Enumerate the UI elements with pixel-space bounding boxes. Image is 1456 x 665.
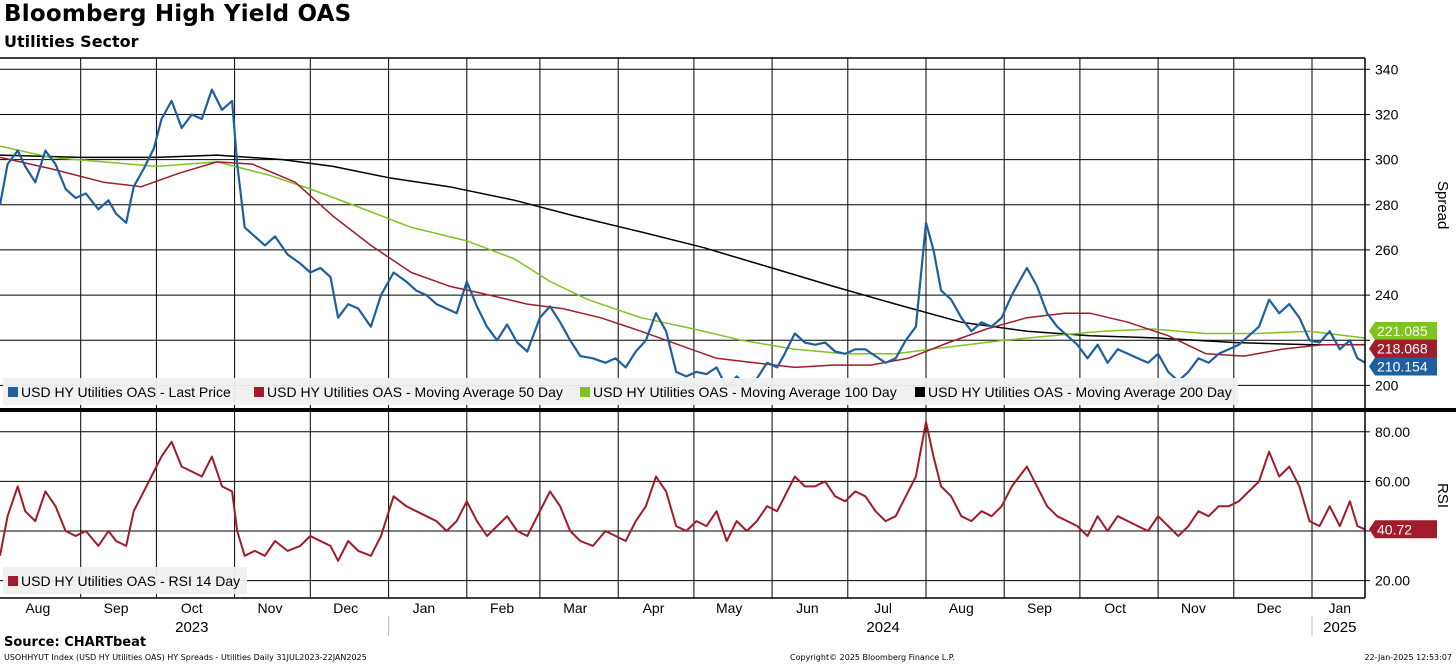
y-tick-label: 280 [1375,197,1399,213]
x-month-label: Dec [333,600,358,616]
x-axis: Aug Sep Oct Nov Dec Jan Feb Mar Apr May Jun Jul Aug S… [25,600,1356,636]
y-tick-label: 260 [1375,242,1399,258]
legend-swatch [580,387,590,397]
legend-label: USD HY Utilities OAS - Moving Average 20… [928,384,1232,400]
x-year-label: 2023 [175,619,208,636]
legend-swatch [8,576,18,586]
x-month-label: Aug [949,600,974,616]
last-price-label [1369,357,1437,376]
spread-legend: USD HY Utilities OAS - Last Price USD HY … [3,378,1238,405]
x-month-label: May [716,600,742,616]
y-tick-label: 320 [1375,107,1399,123]
source-note: Source: CHARTbeat [4,635,147,650]
legend-label: USD HY Utilities OAS - Moving Average 10… [593,384,897,400]
panel-divider [0,408,1456,412]
y-tick-label: 20.00 [1375,573,1410,589]
chart-subtitle: Utilities Sector [4,32,139,51]
ma50-last-label-text: 218.068 [1377,341,1428,357]
x-month-label: Mar [563,600,587,616]
x-month-label: Apr [643,600,665,616]
x-month-label: Nov [1181,600,1206,616]
legend-label: USD HY Utilities OAS - RSI 14 Day [21,573,240,589]
chart-frame [0,57,1456,599]
last-price-label-text: 210.154 [1377,358,1428,374]
footer-copyright: Copyright© 2025 Bloomberg Finance L.P. [790,653,955,662]
legend-box [3,378,1238,405]
legend-swatch [254,387,264,397]
x-month-label: Dec [1257,600,1282,616]
x-month-label: Jan [413,600,436,616]
footer-timestamp: 22-Jan-2025 12:53:07 [1364,653,1452,662]
rsi-panel-lines [0,420,1366,562]
x-month-label: Sep [104,600,129,616]
ma50-last-label [1369,339,1437,358]
x-month-label: Jun [796,600,819,616]
y-tick-label: 60.00 [1375,473,1410,489]
y-tick-label: 300 [1375,152,1399,168]
y-axis-title: RSI [1434,483,1451,508]
x-month-label: Sep [1027,600,1052,616]
y-tick-label: 340 [1375,61,1399,77]
spread-panel-lines [0,88,1366,389]
footer-left: USOHHYUT Index (USD HY Utilities OAS) HY… [4,653,367,662]
ma100-last-label [1369,322,1437,340]
y-axis-title: Spread [1434,181,1451,229]
rsi-legend: USD HY Utilities OAS - RSI 14 Day [3,567,247,594]
x-month-label: Aug [25,600,50,616]
rsi-line [0,420,1366,562]
x-month-label: Jan [1329,600,1352,616]
rsi-last-label-text: 40.72 [1377,521,1412,537]
series-line-2 [0,145,1366,355]
series-line-1 [0,156,1366,369]
legend-label: USD HY Utilities OAS - Moving Average 50… [267,384,563,400]
x-month-label: Oct [181,600,203,616]
x-month-label: Jul [874,600,892,616]
legend-label: USD HY Utilities OAS - Last Price [21,384,231,400]
rsi-last-label [1369,520,1437,539]
x-year-label: 2025 [1323,619,1356,636]
x-month-label: Nov [258,600,283,616]
x-month-label: Feb [490,600,514,616]
legend-swatch [915,387,925,397]
ma100-last-label-text: 221.085 [1377,323,1428,339]
x-month-label: Oct [1104,600,1126,616]
legend-swatch [8,387,18,397]
legend-box [3,567,247,594]
y-tick-label: 200 [1375,377,1399,393]
y-tick-label: 240 [1375,287,1399,303]
x-year-label: 2024 [866,619,899,636]
series-line-0 [0,88,1366,389]
y-tick-label: 80.00 [1375,424,1410,440]
series-line-3 [0,154,1365,346]
chart-title: Bloomberg High Yield OAS [4,1,352,27]
